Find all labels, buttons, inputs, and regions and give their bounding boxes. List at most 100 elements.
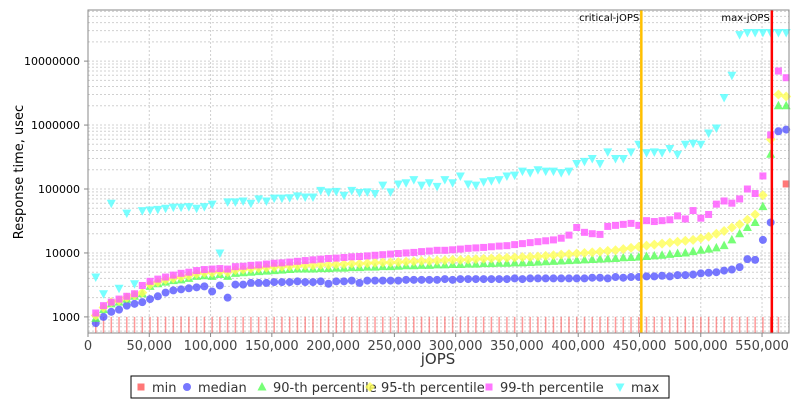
x-tick-label: 150,000 — [245, 339, 299, 354]
point-median — [603, 274, 612, 283]
point-max — [199, 203, 209, 212]
point-99-th-percentile — [317, 255, 325, 263]
point-median — [479, 275, 488, 284]
point-median — [184, 284, 193, 293]
point-max — [688, 139, 698, 149]
point-99-th-percentile — [557, 234, 565, 242]
point-99-th-percentile — [92, 309, 100, 317]
point-95-th-percentile — [362, 258, 373, 269]
point-99-th-percentile — [169, 271, 177, 279]
point-max — [556, 169, 566, 178]
point-99-th-percentile — [278, 259, 286, 267]
point-median — [231, 280, 240, 289]
point-median — [689, 270, 698, 279]
point-max — [316, 186, 326, 196]
point-95-th-percentile — [757, 190, 768, 201]
point-max — [595, 160, 605, 169]
point-95-th-percentile — [664, 237, 675, 248]
point-median — [627, 273, 636, 282]
point-max — [417, 181, 427, 191]
point-95-th-percentile — [734, 219, 745, 230]
point-99-th-percentile — [503, 242, 511, 250]
point-max — [773, 29, 783, 38]
x-tick-label: 300,000 — [429, 339, 483, 354]
point-90-th-percentile — [541, 256, 551, 266]
point-max — [277, 194, 287, 204]
point-max — [176, 203, 186, 213]
point-95-th-percentile — [726, 222, 737, 233]
point-95-th-percentile — [540, 250, 551, 261]
point-95-th-percentile — [750, 209, 761, 220]
point-90-th-percentile — [673, 248, 683, 258]
point-99-th-percentile — [464, 244, 472, 252]
point-max — [548, 167, 558, 177]
point-median — [681, 271, 690, 280]
point-median — [122, 301, 131, 310]
point-99-th-percentile — [604, 222, 612, 230]
point-max — [192, 204, 202, 214]
point-99-th-percentile — [720, 197, 728, 205]
point-median — [301, 278, 310, 287]
point-99-th-percentile — [340, 253, 348, 261]
point-95-th-percentile — [525, 251, 536, 262]
point-max — [611, 154, 621, 164]
point-90-th-percentile — [781, 100, 791, 110]
point-95-th-percentile — [424, 255, 435, 266]
point-99-th-percentile — [697, 214, 705, 222]
point-99-th-percentile — [131, 290, 139, 298]
point-90-th-percentile — [680, 247, 690, 257]
point-median — [487, 275, 496, 284]
point-max — [455, 172, 465, 181]
legend-marker-min — [137, 383, 145, 391]
point-99-th-percentile — [394, 250, 402, 258]
point-median — [673, 271, 682, 280]
point-median — [518, 275, 527, 284]
point-95-th-percentile — [594, 246, 605, 257]
legend-label-90-th-percentile: 90-th percentile — [273, 381, 377, 396]
point-90-th-percentile — [696, 245, 706, 254]
point-99-th-percentile — [449, 246, 457, 254]
point-90-th-percentile — [626, 252, 636, 261]
point-99-th-percentile — [456, 245, 464, 253]
point-95-th-percentile — [773, 89, 784, 100]
point-95-th-percentile — [688, 234, 699, 245]
point-max — [261, 197, 271, 206]
x-axis-label: jOPS — [420, 350, 456, 368]
point-median — [696, 269, 705, 278]
point-median — [557, 274, 566, 283]
point-median — [417, 275, 426, 284]
point-99-th-percentile — [138, 281, 146, 289]
point-median — [324, 279, 333, 288]
point-95-th-percentile — [556, 249, 567, 260]
point-max — [114, 284, 124, 294]
point-max — [401, 179, 411, 188]
point-median — [270, 278, 279, 287]
point-median — [564, 274, 573, 283]
point-median — [642, 272, 651, 281]
point-max — [292, 192, 302, 201]
legend-label-99-th-percentile: 99-th percentile — [500, 381, 604, 396]
point-99-th-percentile — [518, 240, 526, 248]
point-max — [750, 29, 760, 38]
point-95-th-percentile — [719, 226, 730, 237]
point-median — [580, 274, 589, 283]
point-median — [704, 268, 713, 277]
point-99-th-percentile — [177, 269, 185, 277]
point-99-th-percentile — [162, 273, 170, 281]
point-median — [425, 275, 434, 284]
point-max — [254, 195, 264, 204]
point-max — [463, 180, 473, 189]
x-tick-label: 500,000 — [674, 339, 728, 354]
point-99-th-percentile — [200, 266, 208, 274]
point-max — [758, 29, 768, 38]
point-90-th-percentile — [603, 253, 613, 263]
point-median — [433, 275, 442, 284]
point-99-th-percentile — [487, 243, 495, 251]
point-max — [424, 179, 434, 188]
point-99-th-percentile — [348, 253, 356, 261]
point-99-th-percentile — [643, 217, 651, 225]
point-median — [99, 312, 108, 321]
point-95-th-percentile — [432, 255, 443, 266]
point-99-th-percentile — [154, 275, 162, 283]
point-max — [161, 204, 171, 214]
